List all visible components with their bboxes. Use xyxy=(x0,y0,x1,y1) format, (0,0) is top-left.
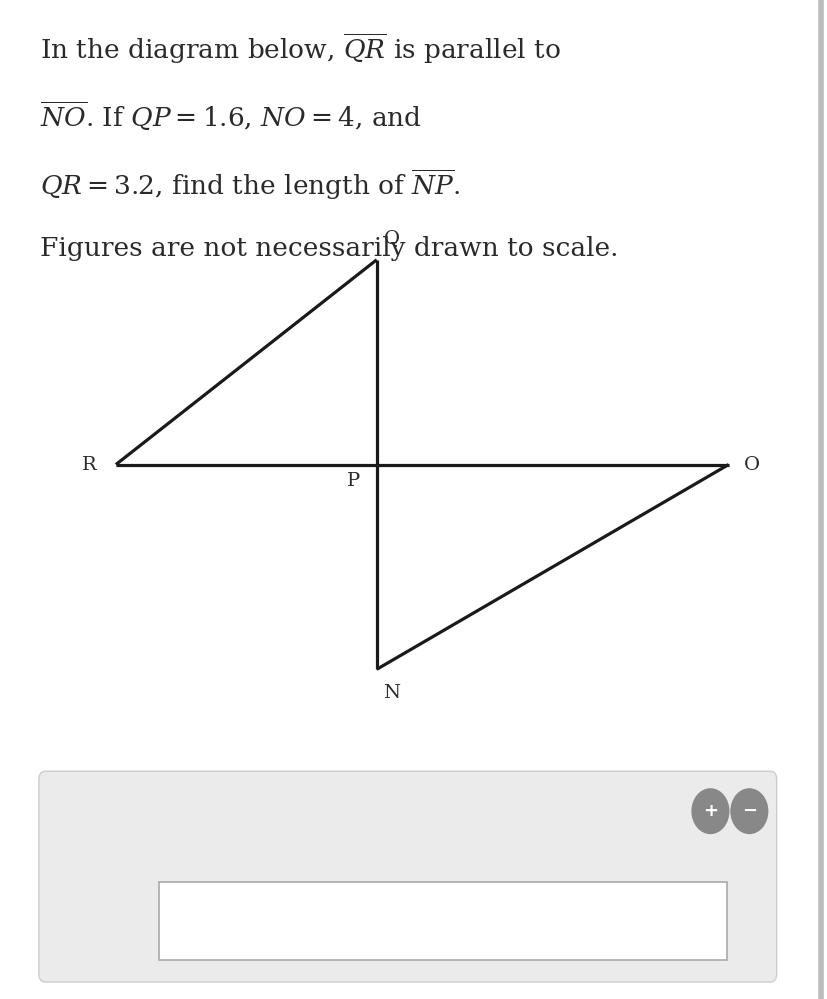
Text: R: R xyxy=(82,456,97,474)
Text: P: P xyxy=(347,472,360,490)
Text: Answer:: Answer: xyxy=(66,834,165,857)
Text: $NP =$: $NP =$ xyxy=(60,885,152,919)
Text: O: O xyxy=(743,456,759,474)
Text: In the diagram below, $\overline{QR}$ is parallel to: In the diagram below, $\overline{QR}$ is… xyxy=(40,32,560,67)
Circle shape xyxy=(729,788,767,834)
Text: Figures are not necessarily drawn to scale.: Figures are not necessarily drawn to sca… xyxy=(40,236,618,261)
Text: Q: Q xyxy=(383,229,399,247)
FancyBboxPatch shape xyxy=(159,882,726,960)
Text: −: − xyxy=(741,802,756,820)
FancyBboxPatch shape xyxy=(39,771,776,982)
Text: $QR = 3.2$, find the length of $\overline{NP}$.: $QR = 3.2$, find the length of $\overlin… xyxy=(40,168,459,203)
Text: $\overline{NO}$. If $QP = 1.6$, $NO = 4$, and: $\overline{NO}$. If $QP = 1.6$, $NO = 4$… xyxy=(40,100,421,134)
Text: N: N xyxy=(383,684,399,702)
Text: +: + xyxy=(702,802,717,820)
Circle shape xyxy=(691,788,729,834)
